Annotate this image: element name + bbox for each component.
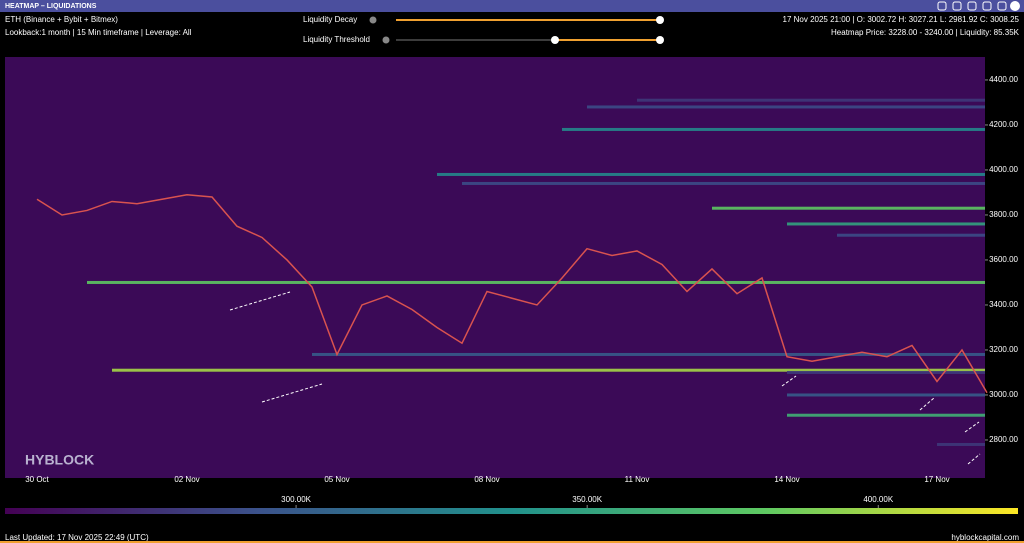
colorbar-tick-label: 300.00K xyxy=(281,495,311,504)
x-tick-label: 08 Nov xyxy=(474,475,499,484)
liquidity-level xyxy=(787,370,985,374)
liquidity-level xyxy=(462,181,985,185)
annotation-arrows xyxy=(229,291,981,465)
instrument: ETH (Binance + Bybit + Bitmex) xyxy=(5,15,118,24)
watermark: HYBLOCK xyxy=(25,452,94,468)
decay-slider-handle[interactable] xyxy=(656,16,664,24)
liquidity-level xyxy=(837,233,985,237)
y-tick-label: 3200.00 xyxy=(989,345,1018,354)
price-line xyxy=(36,193,988,394)
x-tick-label: 14 Nov xyxy=(774,475,799,484)
arrow xyxy=(781,375,797,387)
window-title: HEATMAP – LIQUIDATIONS xyxy=(5,3,97,10)
layers: 2800.00 3000.00 3200.00 3400.00 3600.00 3800.… xyxy=(25,75,1018,484)
y-tick-label: 4400.00 xyxy=(989,75,1018,84)
plot-area xyxy=(5,57,985,478)
y-tick-label: 4200.00 xyxy=(989,120,1018,129)
help-icon[interactable] xyxy=(382,36,390,44)
arrow xyxy=(967,453,981,465)
liquidity-level xyxy=(787,413,985,417)
arrow xyxy=(964,421,980,433)
camera-button[interactable] xyxy=(952,1,962,11)
bottom-border xyxy=(0,541,1024,543)
decay-label: Liquidity Decay xyxy=(303,15,357,24)
colorbar-tick-label: 350.00K xyxy=(572,495,602,504)
y-tick-label: 3400.00 xyxy=(989,300,1018,309)
x-tick-label: 11 Nov xyxy=(625,475,650,484)
x-tick-label: 30 Oct xyxy=(25,475,49,484)
refresh-button[interactable] xyxy=(937,1,947,11)
close-button[interactable] xyxy=(1010,1,1020,11)
liquidity-level xyxy=(562,127,985,131)
liquidity-level xyxy=(587,105,985,109)
liquidity-level xyxy=(87,280,985,284)
y-tick-label: 4000.00 xyxy=(989,165,1018,174)
help-icon[interactable] xyxy=(369,16,377,24)
liquidity-level xyxy=(937,442,985,446)
liquidity-level xyxy=(637,98,985,102)
site-link[interactable]: hyblockcapital.com xyxy=(951,533,1019,542)
save-button[interactable] xyxy=(997,1,1007,11)
colorbar xyxy=(5,508,1018,514)
title-bar xyxy=(0,0,1024,12)
threshold-slider-handle[interactable] xyxy=(551,36,559,44)
y-tick-label: 3600.00 xyxy=(989,255,1018,264)
colorbar-tick-label: 400.00K xyxy=(863,495,893,504)
x-tick-label: 02 Nov xyxy=(174,475,199,484)
y-tick-label: 2800.00 xyxy=(989,435,1018,444)
liquidity-level xyxy=(437,172,985,176)
settings-button[interactable] xyxy=(967,1,977,11)
x-tick-label: 05 Nov xyxy=(324,475,349,484)
threshold-slider-handle[interactable] xyxy=(656,36,664,44)
ohlc: 17 Nov 2025 21:00 | O: 3002.72 H: 3027.2… xyxy=(783,15,1020,24)
y-tick-label: 3800.00 xyxy=(989,210,1018,219)
liquidity-level xyxy=(112,368,985,372)
liquidity-level xyxy=(312,352,985,356)
window-buttons xyxy=(937,1,1020,11)
threshold-label: Liquidity Threshold xyxy=(303,35,370,44)
x-tick-label: 17 Nov xyxy=(924,475,949,484)
settings: Lookback:1 month | 15 Min timeframe | Le… xyxy=(5,28,192,37)
liquidity-level xyxy=(787,393,985,397)
arrow xyxy=(261,383,323,403)
y-tick-label: 3000.00 xyxy=(989,390,1018,399)
liquidity-level xyxy=(712,206,985,210)
export-button[interactable] xyxy=(982,1,992,11)
liquidity-level xyxy=(787,222,985,226)
last-updated: Last Updated: 17 Nov 2025 22:49 (UTC) xyxy=(5,533,149,542)
arrow xyxy=(229,291,291,311)
hover-info: Heatmap Price: 3228.00 - 3240.00 | Liqui… xyxy=(831,28,1020,37)
arrow xyxy=(919,397,935,411)
